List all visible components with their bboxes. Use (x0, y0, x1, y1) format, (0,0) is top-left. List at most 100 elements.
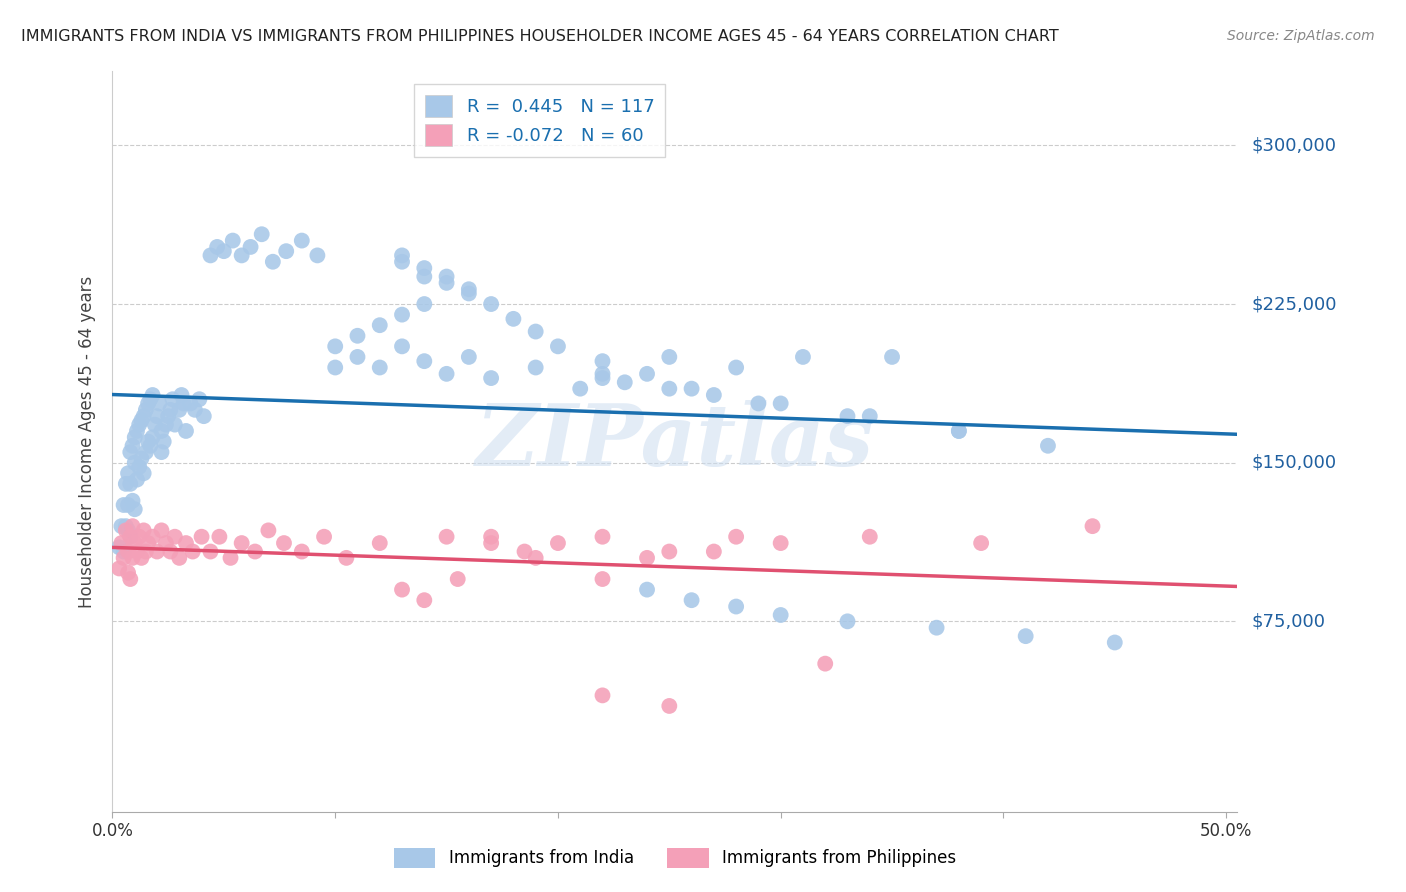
Point (110, 536, 132, 550)
Point (135, 445, 157, 459)
Point (479, 297, 502, 311)
Point (179, 396, 201, 410)
Point (592, 572, 614, 586)
Point (125, 544, 148, 558)
Point (120, 530, 142, 544)
Point (120, 530, 142, 544)
Point (346, 350, 368, 364)
Point (291, 234, 314, 248)
Text: ZIPatlas: ZIPatlas (475, 400, 875, 483)
Point (837, 409, 859, 424)
Point (112, 550, 135, 565)
Point (152, 434, 174, 449)
Point (457, 286, 479, 301)
Point (162, 392, 184, 407)
Point (170, 388, 193, 402)
Point (276, 244, 298, 259)
Legend: R =  0.445   N = 117, R = -0.072   N = 60: R = 0.445 N = 117, R = -0.072 N = 60 (415, 84, 665, 157)
Point (190, 530, 212, 544)
Point (135, 544, 157, 558)
Point (169, 402, 191, 417)
Point (1015, 629, 1038, 643)
Point (128, 530, 150, 544)
Point (524, 550, 547, 565)
Point (413, 354, 436, 368)
Point (769, 536, 792, 550)
Point (391, 308, 413, 322)
Point (117, 498, 139, 512)
Point (368, 536, 391, 550)
Point (436, 276, 458, 290)
Point (880, 350, 903, 364)
Point (112, 498, 135, 512)
Point (143, 417, 166, 432)
Point (323, 360, 346, 375)
Point (436, 530, 458, 544)
Point (205, 240, 228, 254)
Point (681, 593, 703, 607)
Point (307, 248, 329, 262)
Point (131, 550, 153, 565)
Point (547, 339, 569, 353)
Point (142, 430, 165, 444)
Point (115, 519, 138, 533)
Point (859, 409, 882, 424)
Point (859, 530, 882, 544)
Point (948, 424, 970, 438)
Point (457, 282, 479, 296)
Point (157, 409, 180, 424)
Point (136, 536, 159, 550)
Point (547, 536, 569, 550)
Point (592, 367, 614, 381)
Text: IMMIGRANTS FROM INDIA VS IMMIGRANTS FROM PHILIPPINES HOUSEHOLDER INCOME AGES 45 : IMMIGRANTS FROM INDIA VS IMMIGRANTS FROM… (21, 29, 1059, 44)
Point (792, 350, 814, 364)
Point (636, 550, 658, 565)
Text: Source: ZipAtlas.com: Source: ZipAtlas.com (1227, 29, 1375, 43)
Point (184, 402, 207, 417)
Point (413, 269, 436, 284)
Text: $225,000: $225,000 (1251, 295, 1337, 313)
Point (200, 544, 222, 558)
Point (200, 248, 222, 262)
Point (155, 417, 177, 432)
Point (681, 382, 703, 396)
Point (124, 430, 146, 444)
Point (117, 566, 139, 580)
Point (725, 530, 748, 544)
Point (524, 360, 547, 375)
Point (142, 530, 165, 544)
Point (136, 396, 159, 410)
Point (124, 502, 146, 516)
Point (725, 360, 748, 375)
Point (391, 254, 413, 268)
Point (636, 582, 658, 597)
Point (136, 434, 159, 449)
Point (262, 254, 284, 268)
Y-axis label: Householder Income Ages 45 - 64 years: Householder Income Ages 45 - 64 years (77, 276, 96, 607)
Point (124, 536, 146, 550)
Point (436, 269, 458, 284)
Point (121, 439, 143, 453)
Point (658, 350, 681, 364)
Point (479, 371, 502, 385)
Point (447, 572, 470, 586)
Point (658, 544, 681, 558)
Point (658, 698, 681, 713)
Point (193, 409, 215, 424)
Point (131, 451, 153, 466)
Point (120, 572, 142, 586)
Point (592, 689, 614, 703)
Point (208, 530, 231, 544)
Point (163, 417, 186, 432)
Point (132, 409, 155, 424)
Point (132, 467, 155, 481)
Point (769, 607, 792, 622)
Point (173, 396, 195, 410)
Point (181, 544, 204, 558)
Point (112, 544, 135, 558)
Point (837, 615, 859, 629)
Point (436, 367, 458, 381)
Point (117, 467, 139, 481)
Point (1081, 519, 1104, 533)
Point (231, 536, 253, 550)
